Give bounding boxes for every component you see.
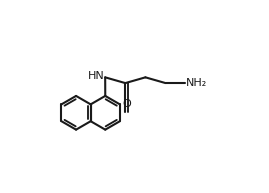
- Text: NH₂: NH₂: [186, 78, 207, 88]
- Text: O: O: [122, 99, 131, 109]
- Text: HN: HN: [87, 71, 104, 81]
